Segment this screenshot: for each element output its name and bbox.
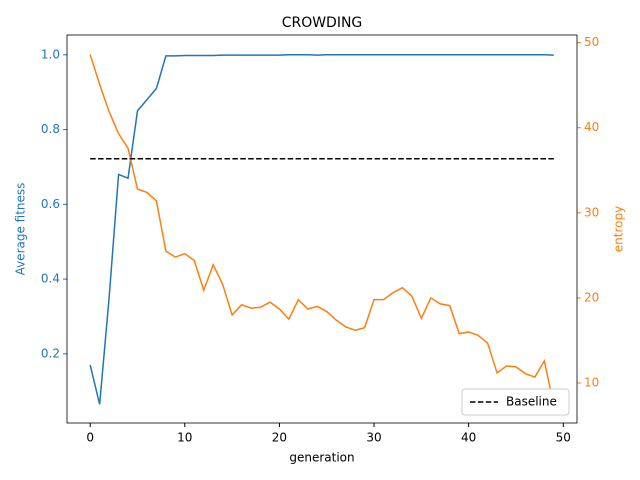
x-tick-label: 50 — [556, 431, 571, 445]
x-tick-label: 10 — [177, 431, 192, 445]
y2-tick-label: 30 — [584, 205, 599, 219]
y-tick-label: 1.0 — [41, 47, 60, 61]
y2-tick-label: 20 — [584, 290, 599, 304]
axes-frame — [66, 34, 578, 424]
y-axis-label: Average fitness — [14, 183, 28, 276]
data-line — [89, 54, 554, 405]
data-line — [89, 54, 555, 407]
x-axis-label: generation — [289, 451, 354, 465]
x-tick-label: 30 — [366, 431, 381, 445]
y-tick-label: 0.4 — [41, 272, 60, 286]
x-tick-label: 40 — [461, 431, 476, 445]
legend-box — [461, 388, 570, 416]
y2-tick-label: 40 — [584, 120, 599, 134]
y-tick-label: 0.8 — [41, 122, 60, 136]
y2-tick-label: 10 — [584, 376, 599, 390]
legend-label: Baseline — [506, 395, 557, 409]
y-tick-label: 0.2 — [41, 346, 60, 360]
x-tick-label: 0 — [86, 431, 94, 445]
y2-axis-label: entropy — [612, 206, 626, 252]
chart-title: CROWDING — [282, 15, 363, 31]
y2-tick-label: 50 — [584, 35, 599, 49]
y-tick-label: 0.6 — [41, 197, 60, 211]
x-tick-label: 20 — [272, 431, 287, 445]
